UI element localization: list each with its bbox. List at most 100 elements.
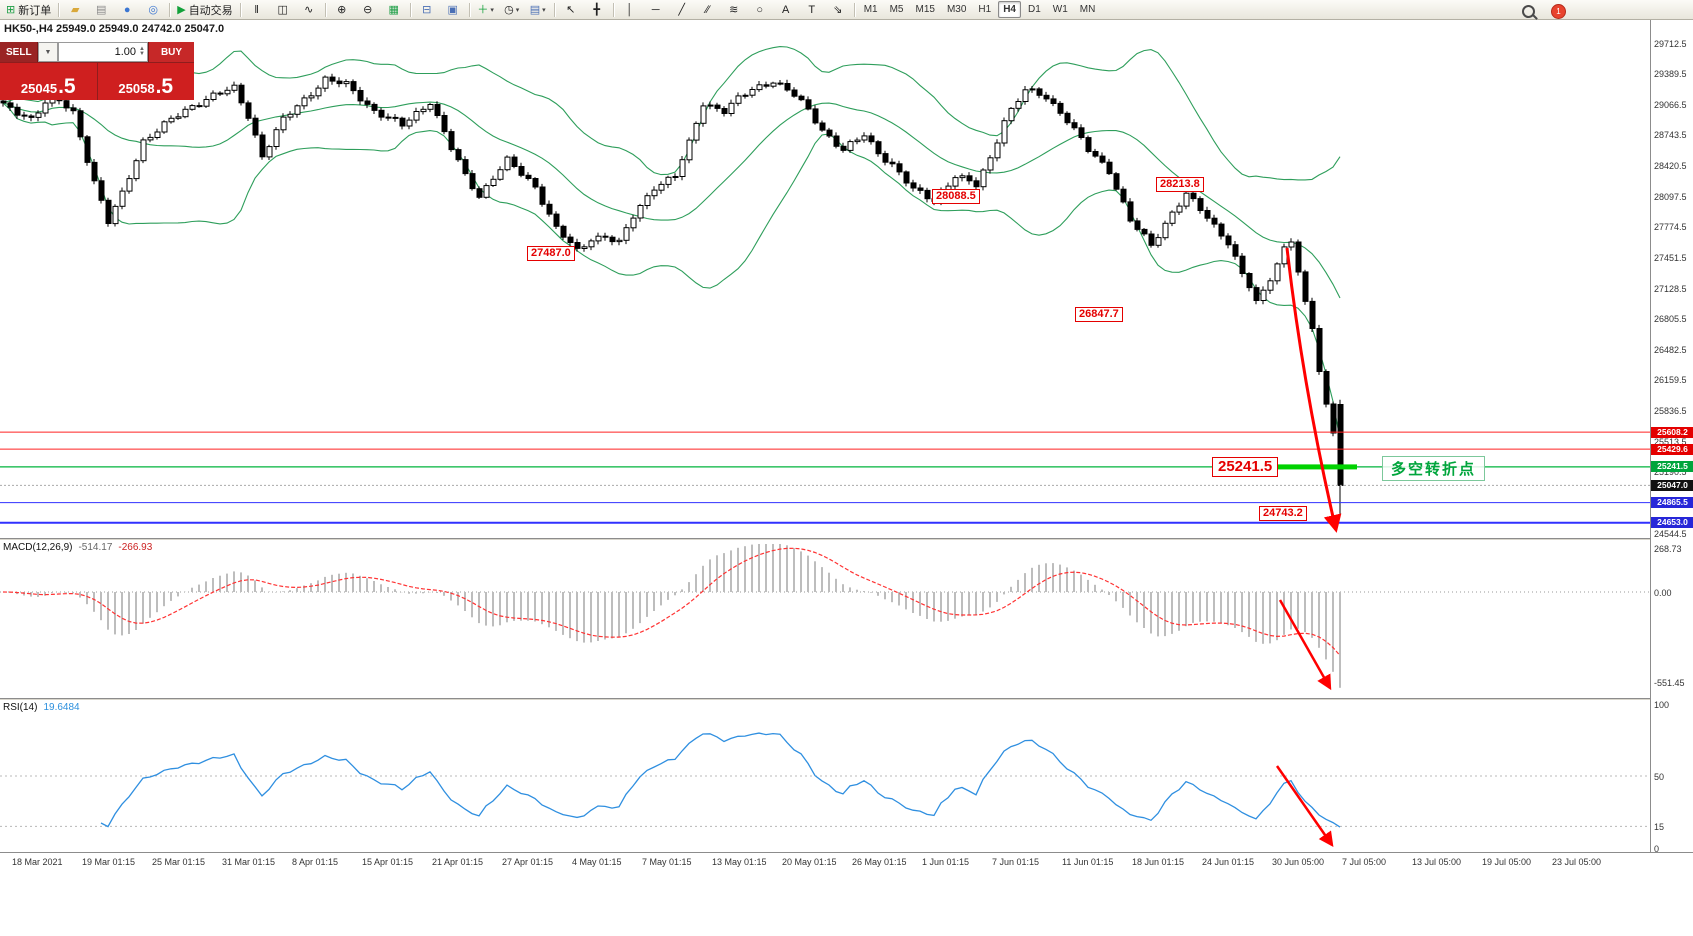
autotrading-button[interactable]: ▶ 自动交易: [174, 1, 235, 19]
horizontal-line-button[interactable]: ─: [644, 1, 668, 19]
label-button[interactable]: T: [800, 1, 824, 19]
cascade-windows-button[interactable]: ▣: [441, 1, 465, 19]
zoom-in-icon: ⊕: [337, 3, 347, 16]
price-tick-label: 28743.5: [1654, 130, 1687, 141]
zoom-in-button[interactable]: ⊕: [330, 1, 354, 19]
sell-button[interactable]: SELL: [0, 42, 38, 62]
candlestick: [896, 160, 903, 176]
candlestick: [1274, 262, 1281, 285]
timeframe-button-h1[interactable]: H1: [978, 4, 992, 15]
price-annotation-label[interactable]: 28213.8: [1156, 177, 1204, 193]
timeframe-button-m30[interactable]: M30: [946, 4, 967, 15]
candlestick: [147, 133, 154, 143]
candlestick: [672, 173, 679, 181]
timeframe-button-d1[interactable]: D1: [1028, 4, 1041, 15]
price-scale[interactable]: 29712.5 29389.5 29066.5 28743.5 28420.5 28097…: [1650, 20, 1693, 854]
zoom-out-button[interactable]: ⊖: [356, 1, 380, 19]
red-down-arrow[interactable]: [1275, 765, 1334, 848]
timeframe-button-mn[interactable]: MN: [1079, 4, 1096, 15]
price-annotation-label[interactable]: 27487.0: [527, 246, 575, 261]
candlestick: [1246, 272, 1253, 292]
candlestick: [1288, 238, 1295, 251]
candlestick: [910, 179, 917, 192]
candlestick: [700, 102, 707, 127]
community-button[interactable]: ◎: [141, 1, 165, 19]
sell-price[interactable]: 25045.5: [0, 63, 97, 100]
print-button[interactable]: ▤: [89, 1, 113, 19]
candlestick: [1141, 228, 1148, 237]
trendline-button[interactable]: ╱: [670, 1, 694, 19]
notifications-icon[interactable]: 1: [1551, 3, 1566, 19]
price-annotation-label[interactable]: 28088.5: [932, 188, 980, 204]
candlestick: [1134, 217, 1141, 232]
auto-arrange-button[interactable]: ▦: [382, 1, 406, 19]
volume-input[interactable]: 1.00 ▲ ▼: [58, 42, 148, 62]
bar-chart-button[interactable]: ‖: [245, 1, 269, 19]
cursor-button[interactable]: ↖: [559, 1, 583, 19]
volume-up-arrow[interactable]: ▲: [139, 46, 145, 52]
timeframe-button-m15[interactable]: M15: [915, 4, 935, 15]
horizontal-level-lines[interactable]: [0, 431, 1650, 524]
panel-separator[interactable]: [0, 538, 1693, 540]
arrows-button[interactable]: ⇘: [826, 1, 850, 19]
candlestick: [616, 237, 623, 246]
tile-windows-button[interactable]: ⊟: [415, 1, 439, 19]
candlestick: [1029, 86, 1036, 93]
buy-price[interactable]: 25058.5: [97, 63, 194, 100]
macd-scale-label: -551.45: [1654, 678, 1685, 689]
volume-preset-dropdown[interactable]: ▼: [38, 42, 58, 62]
price-annotation-label[interactable]: 24743.2: [1259, 506, 1307, 522]
candlestick: [742, 93, 749, 99]
time-axis-label: 7 Jul 05:00: [1342, 857, 1387, 867]
profile-button[interactable]: ●: [115, 1, 139, 19]
candlestick: [784, 79, 791, 92]
time-axis[interactable]: 18 Mar 2021 19 Mar 01:15 25 Mar 01:15 31 Ma…: [0, 853, 1693, 873]
price-annotation-label[interactable]: 25241.5: [1212, 456, 1279, 477]
candlestick: [1085, 135, 1092, 154]
rsi-panel[interactable]: [0, 700, 1650, 852]
volume-down-arrow[interactable]: ▼: [139, 51, 145, 57]
price-annotation-label[interactable]: 26847.7: [1075, 306, 1123, 322]
crosshair-button[interactable]: ╋: [585, 1, 609, 19]
candlestick-chart-button[interactable]: ◫: [271, 1, 295, 19]
red-down-arrow[interactable]: [1278, 599, 1332, 691]
candlestick: [518, 162, 525, 178]
candlestick: [952, 175, 959, 190]
templates-button[interactable]: ▤ ▾: [526, 1, 550, 19]
timeframe-button-h4[interactable]: H4: [998, 1, 1021, 18]
chevron-down-icon: ▾: [515, 6, 520, 14]
candlestick: [70, 104, 77, 115]
timeframe-button-w1[interactable]: W1: [1052, 4, 1068, 15]
candlestick: [1218, 222, 1225, 240]
buy-button[interactable]: BUY: [148, 42, 194, 62]
volume-spinner: ▲ ▼: [139, 46, 145, 57]
candlestick: [1316, 324, 1323, 375]
periods-button[interactable]: ◷ ▾: [500, 1, 524, 19]
candlestick: [126, 175, 133, 194]
line-chart-button[interactable]: ∿: [297, 1, 321, 19]
panel-separator[interactable]: [0, 698, 1693, 700]
vertical-line-button[interactable]: │: [618, 1, 642, 19]
timeframe-button-m5[interactable]: M5: [889, 4, 904, 15]
support-highlight-bar[interactable]: [1265, 464, 1357, 470]
timeframe-button-m1[interactable]: M1: [863, 4, 878, 15]
open-data-folder-button[interactable]: ▰: [63, 1, 87, 19]
candlestick: [826, 127, 833, 138]
shapes-button[interactable]: ○: [748, 1, 772, 19]
red-down-arrow[interactable]: [1285, 247, 1342, 533]
search-button[interactable]: [1513, 2, 1544, 20]
chevron-down-icon: ▾: [490, 6, 494, 14]
macd-panel[interactable]: [0, 540, 1650, 698]
new-order-button[interactable]: ⊞ 新订单: [3, 1, 54, 19]
fibonacci-button[interactable]: ≋: [722, 1, 746, 19]
indicators-button[interactable]: ＋ ▾: [474, 1, 498, 19]
text-button[interactable]: A: [774, 1, 798, 19]
candlestick: [280, 113, 287, 134]
trend-icon: ╱: [678, 3, 685, 16]
volume-value: 1.00: [114, 46, 137, 58]
channel-button[interactable]: ∕∕: [696, 1, 720, 19]
candlestick: [630, 214, 637, 232]
candlestick: [161, 120, 168, 134]
candlestick: [917, 184, 924, 194]
candlestick: [350, 79, 357, 95]
